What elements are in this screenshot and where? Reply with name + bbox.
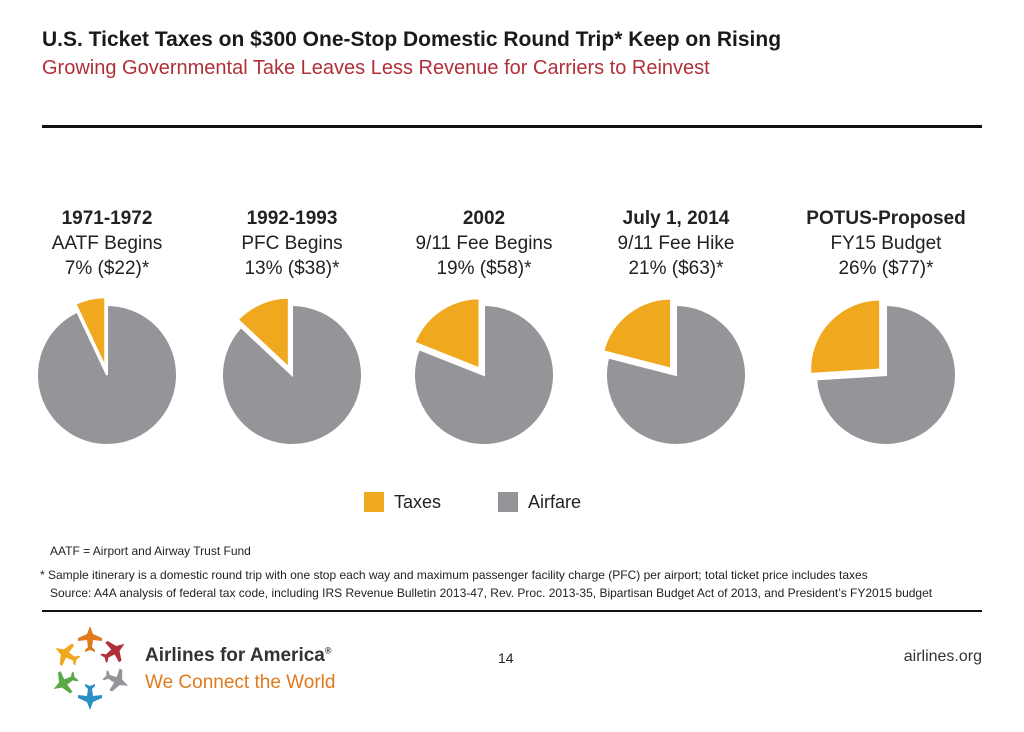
- pie-share-5: 26% ($77)*: [838, 258, 934, 279]
- pie-label-5: POTUS-Proposed FY15 Budget 26% ($77)*: [796, 206, 976, 281]
- pie-slice-airfare-3: [413, 303, 555, 446]
- legend-label-taxes: Taxes: [394, 491, 442, 512]
- org-name-text: Airlines for America: [145, 645, 325, 666]
- pie-label-3: 2002 9/11 Fee Begins 19% ($58)*: [394, 206, 574, 281]
- page-number: 14: [498, 650, 514, 666]
- legend-label-airfare: Airfare: [528, 491, 582, 512]
- pie-label-2: 1992-1993 PFC Begins 13% ($38)*: [202, 206, 382, 281]
- pie-slice-airfare-2: [221, 303, 363, 446]
- page-title: U.S. Ticket Taxes on $300 One-Stop Domes…: [42, 28, 782, 51]
- pie-period-3: 2002: [462, 208, 506, 229]
- pie-slice-taxes-1: [74, 296, 107, 368]
- legend-airfare: Airfare: [498, 490, 581, 514]
- legend-taxes: Taxes: [364, 490, 441, 514]
- pie-share-3: 19% ($58)*: [436, 258, 532, 279]
- pie-event-3: 9/11 Fee Begins: [415, 233, 553, 254]
- footnote-aatf: AATF = Airport and Airway Trust Fund: [50, 544, 251, 558]
- pie-label-4: July 1, 2014 9/11 Fee Hike 21% ($63)*: [586, 206, 766, 281]
- website-link[interactable]: airlines.org: [903, 648, 982, 665]
- airplanes-logo-icon: [53, 626, 129, 710]
- pie-period-2: 1992-1993: [246, 208, 338, 229]
- trademark-symbol: ®: [324, 645, 332, 656]
- footnote-itinerary: * Sample itinerary is a domestic round t…: [40, 568, 868, 582]
- org-name: Airlines for America®: [145, 645, 332, 667]
- top-divider: [42, 125, 982, 128]
- pie-slice-airfare-5: [815, 303, 957, 446]
- legend-swatch-taxes: [364, 492, 384, 512]
- pie-label-1: 1971-1972 AATF Begins 7% ($22)*: [17, 206, 197, 281]
- pie-event-4: 9/11 Fee Hike: [617, 233, 735, 254]
- pie-slice-taxes-5: [809, 298, 882, 375]
- bottom-divider: [42, 610, 982, 612]
- pie-period-4: July 1, 2014: [622, 208, 730, 229]
- pie-period-1: 1971-1972: [61, 208, 153, 229]
- footnote-source: Source: A4A analysis of federal tax code…: [50, 586, 933, 600]
- pie-share-1: 7% ($22)*: [64, 258, 150, 279]
- pie-share-4: 21% ($63)*: [628, 258, 724, 279]
- pie-slice-airfare-4: [605, 303, 747, 446]
- pie-slice-airfare-1: [36, 303, 178, 446]
- pie-slice-taxes-2: [236, 296, 290, 370]
- pie-event-5: FY15 Budget: [830, 233, 942, 254]
- pie-slice-taxes-4: [602, 297, 673, 370]
- pie-slice-taxes-3: [413, 297, 481, 370]
- legend-swatch-airfare: [498, 492, 518, 512]
- pie-event-2: PFC Begins: [241, 233, 343, 254]
- page-subtitle: Growing Governmental Take Leaves Less Re…: [42, 57, 710, 79]
- org-tagline: We Connect the World: [145, 672, 336, 693]
- pie-period-5: POTUS-Proposed: [806, 208, 966, 229]
- pie-event-1: AATF Begins: [51, 233, 163, 254]
- pie-share-2: 13% ($38)*: [244, 258, 340, 279]
